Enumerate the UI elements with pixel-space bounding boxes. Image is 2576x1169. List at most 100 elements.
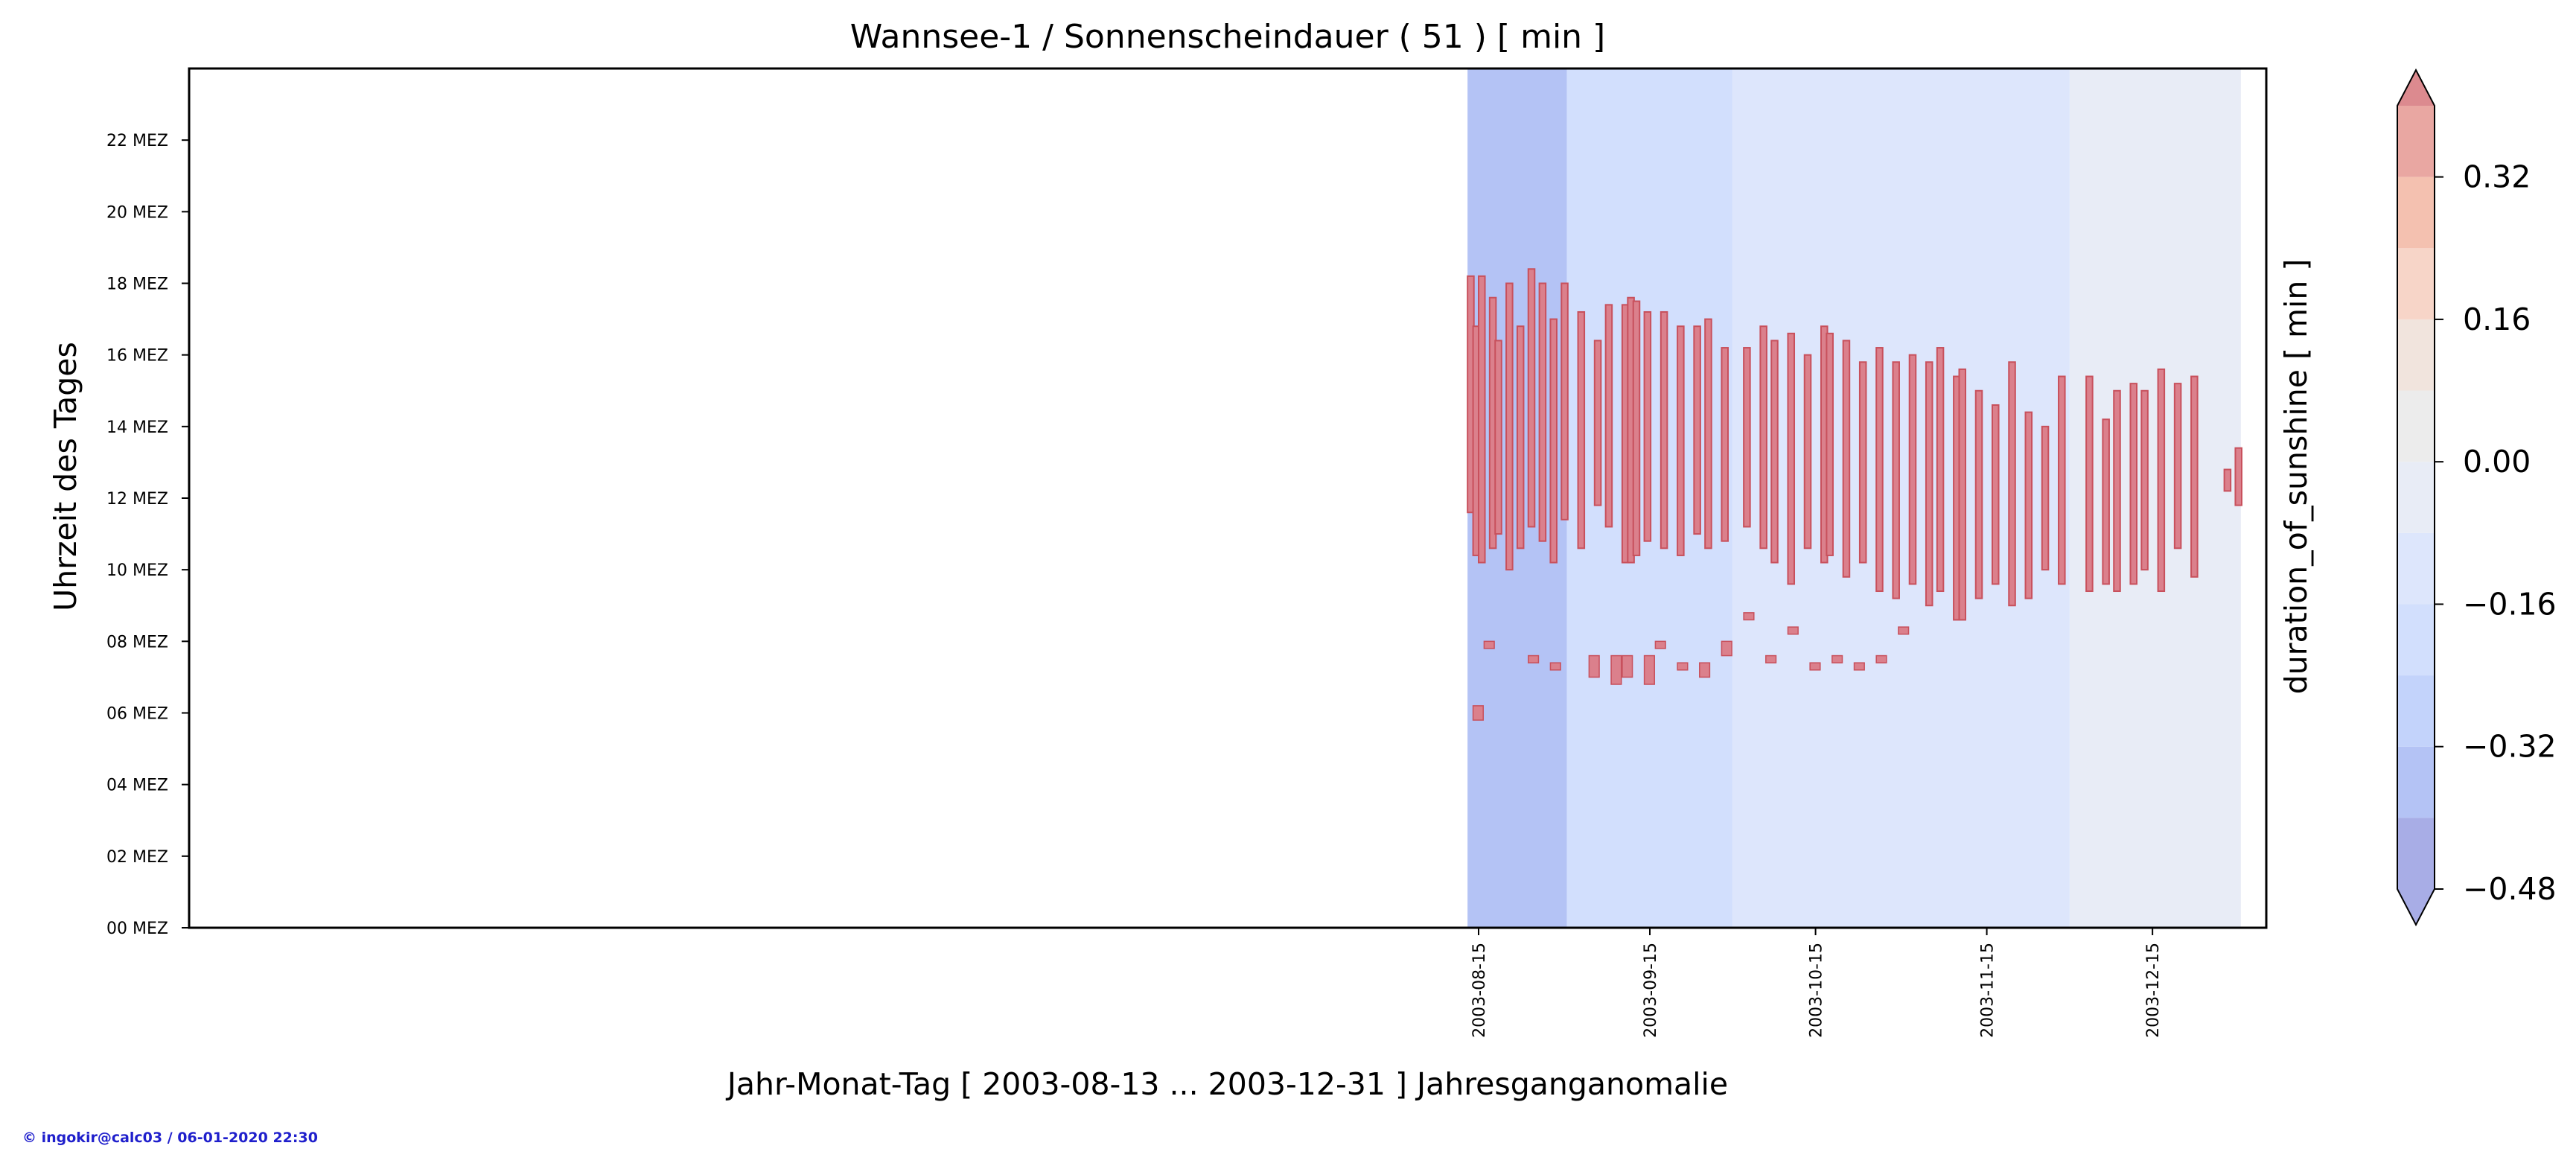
sunshine-segment (1560, 282, 1569, 520)
sunshine-segment (2024, 411, 2033, 599)
sunshine-segment (1677, 325, 1685, 556)
y-tick-label: 20 MEZ (106, 203, 168, 222)
y-tick-label: 12 MEZ (106, 490, 168, 509)
colorbar-segment (2397, 746, 2435, 818)
colorbar-segment (2397, 604, 2435, 676)
colorbar-tick-label: 0.00 (2463, 444, 2531, 480)
sunshine-segment (2129, 383, 2138, 585)
y-tick-label: 06 MEZ (106, 705, 168, 724)
sunshine-segment (2041, 425, 2050, 571)
sunshine-segment (1660, 310, 1668, 550)
morning-fleck (1787, 626, 1799, 635)
sunshine-segment (1593, 340, 1602, 506)
colorbar-segment (2397, 818, 2435, 889)
morning-fleck (1765, 654, 1777, 663)
sunshine-segment (1826, 332, 1834, 556)
sunshine-segment (1704, 318, 1712, 550)
y-tick-label: 14 MEZ (106, 418, 168, 437)
colorbar-segment (2397, 248, 2435, 319)
sunshine-segment (2173, 383, 2182, 550)
colorbar-segment (2397, 176, 2435, 249)
background-band (1732, 69, 2070, 928)
morning-fleck (1831, 654, 1843, 663)
sunshine-segment (1803, 354, 1812, 550)
y-tick-label: 04 MEZ (106, 777, 168, 795)
colorbar-segment (2397, 390, 2435, 462)
morning-fleck (1743, 612, 1755, 621)
sunshine-segment (1958, 368, 1967, 621)
y-tick-label: 00 MEZ (106, 920, 168, 938)
sunshine-segment (1527, 268, 1536, 528)
sunshine-segment (2157, 368, 2166, 593)
sunshine-segment (2102, 418, 2110, 585)
chart-title: Wannsee-1 / Sonnenscheindauer ( 51 ) [ m… (850, 18, 1605, 56)
colorbar-segment (2397, 532, 2435, 605)
sunshine-segment (1925, 361, 1933, 607)
sunshine-segment (1721, 347, 1729, 542)
morning-fleck (1528, 654, 1540, 663)
sunshine-segment (1858, 361, 1867, 564)
sunshine-segment (1505, 282, 1514, 571)
colorbar-label: duration_of_sunshine [ min ] (2278, 259, 2314, 695)
morning-fleck (1588, 654, 1600, 678)
y-tick-label: 10 MEZ (106, 561, 168, 580)
colorbar-under-arrow (2397, 889, 2435, 925)
sunshine-segment (2234, 447, 2242, 506)
colorbar-segment (2397, 319, 2435, 391)
sunshine-segment (1643, 310, 1652, 542)
morning-flecks (1472, 612, 1910, 721)
x-tick-label: 2003-12-15 (2144, 943, 2163, 1038)
sunshine-segment (1787, 332, 1796, 585)
sunshine-segment (1992, 404, 2000, 585)
sunshine-segment (1842, 340, 1851, 578)
sunshine-segment (1478, 275, 1486, 564)
colorbar-tick-label: 0.16 (2463, 302, 2531, 337)
sunshine-segment (2085, 375, 2094, 593)
morning-fleck (1483, 640, 1495, 649)
x-tick-label: 2003-08-15 (1470, 943, 1489, 1038)
morning-fleck (1472, 705, 1484, 721)
x-axis-label: Jahr-Monat-Tag [ 2003-08-13 ... 2003-12-… (725, 1066, 1728, 1102)
sunshine-segment (2058, 375, 2066, 585)
colorbar-ticks: 0.32 0.16 0.00 −0.16 −0.32 −0.48 (2435, 159, 2557, 907)
colorbar-segment (2397, 462, 2435, 533)
sunshine-segment (1875, 347, 1884, 593)
sunshine-segment (2113, 389, 2121, 593)
sunshine-segment (2140, 389, 2149, 571)
morning-fleck (1549, 662, 1561, 671)
y-tick-label: 08 MEZ (106, 633, 168, 652)
morning-fleck (1809, 662, 1821, 671)
sunshine-segment (2008, 361, 2016, 607)
colorbar-tick-label: −0.48 (2463, 871, 2557, 907)
sunshine-segments (1467, 268, 2242, 621)
sunshine-segment (1538, 282, 1547, 542)
sunshine-segment (1770, 340, 1779, 564)
background-band (2069, 69, 2241, 928)
y-tick-label: 16 MEZ (106, 347, 168, 366)
x-axis-ticks: 2003-08-15 2003-09-15 2003-10-15 2003-11-15… (1470, 928, 2163, 1038)
x-tick-label: 2003-10-15 (1808, 943, 1826, 1038)
sunshine-segment (1759, 325, 1767, 550)
colorbar-over-arrow (2397, 70, 2435, 106)
colorbar-segment (2397, 675, 2435, 747)
y-tick-label: 22 MEZ (106, 132, 168, 150)
sunshine-segment (1936, 347, 1945, 593)
sunshine-segment (1516, 325, 1525, 550)
y-tick-label: 02 MEZ (106, 848, 168, 867)
colorbar (2397, 68, 2435, 927)
x-tick-label: 2003-09-15 (1642, 943, 1660, 1038)
morning-fleck (1853, 662, 1865, 671)
sunshine-segment (2190, 375, 2199, 578)
morning-fleck (1622, 654, 1633, 678)
copyright-footer: © ingokir@calc03 / 06-01-2020 22:30 (22, 1130, 318, 1146)
colorbar-tick-label: −0.16 (2463, 586, 2557, 622)
x-tick-label: 2003-11-15 (1979, 943, 1998, 1038)
sunshine-segment (1974, 389, 1983, 599)
morning-fleck (1643, 654, 1655, 685)
sunshine-segment (1632, 300, 1641, 556)
colorbar-tick-label: −0.32 (2463, 729, 2557, 765)
sunshine-segment (1693, 325, 1701, 535)
morning-fleck (1875, 654, 1887, 663)
y-tick-label: 18 MEZ (106, 275, 168, 294)
